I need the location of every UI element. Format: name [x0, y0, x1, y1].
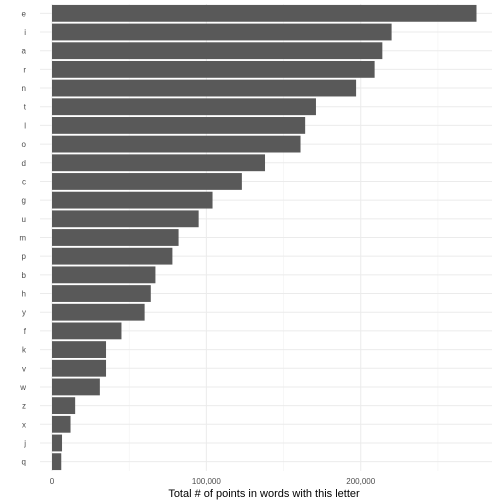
bar-h: [52, 285, 151, 302]
x-tick-label-0: 0: [50, 477, 55, 486]
y-tick-label-h: h: [22, 290, 26, 299]
y-tick-label-c: c: [22, 177, 26, 186]
bar-u: [52, 210, 199, 228]
bar-f: [52, 322, 122, 340]
y-tick-label-l: l: [24, 121, 26, 130]
x-axis-title: Total # of points in words with this let…: [168, 488, 360, 500]
bar-g: [52, 191, 213, 209]
bar-e: [52, 4, 477, 22]
x-tick-label-1: 100,000: [192, 477, 221, 486]
x-tick-label-2: 200,000: [346, 477, 375, 486]
bar-w: [52, 378, 100, 396]
bar-i: [52, 23, 392, 41]
y-tick-label-a: a: [22, 47, 27, 56]
bar-x: [52, 415, 71, 433]
y-tick-label-y: y: [22, 308, 26, 317]
bar-o: [52, 135, 301, 153]
y-tick-label-n: n: [22, 84, 26, 93]
y-tick-label-r: r: [23, 65, 26, 74]
bar-t: [52, 98, 316, 116]
bar-y: [52, 303, 145, 321]
y-tick-label-i: i: [24, 28, 26, 37]
bar-j: [52, 434, 63, 452]
x-tick-labels: 0 100,000 200,000: [50, 477, 376, 486]
y-tick-label-g: g: [22, 196, 26, 205]
y-tick-label-q: q: [22, 458, 26, 467]
y-tick-label-o: o: [22, 140, 27, 149]
bar-m: [52, 229, 179, 246]
y-tick-label-m: m: [19, 234, 26, 243]
y-tick-label-f: f: [24, 327, 27, 336]
bar-k: [52, 341, 107, 358]
y-tick-labels: e i ar n tl o dc g u mp b hy f kv w zx j q: [19, 9, 27, 466]
y-tick-label-k: k: [22, 346, 27, 355]
bar-v: [52, 359, 107, 377]
y-tick-label-d: d: [22, 159, 26, 168]
bar-l: [52, 117, 306, 134]
bar-c: [52, 173, 242, 190]
bar-r: [52, 60, 375, 78]
y-tick-label-x: x: [22, 420, 26, 429]
y-tick-label-b: b: [22, 271, 27, 280]
bar-a: [52, 42, 383, 60]
y-tick-label-z: z: [22, 402, 26, 411]
bars: [52, 4, 477, 471]
bar-b: [52, 266, 156, 284]
bar-d: [52, 154, 266, 172]
y-tick-label-u: u: [22, 215, 26, 224]
y-tick-label-t: t: [24, 103, 27, 112]
bar-q: [52, 453, 62, 471]
y-tick-label-p: p: [22, 252, 27, 261]
y-tick-label-e: e: [22, 9, 27, 18]
y-tick-label-w: w: [19, 383, 26, 392]
y-tick-label-v: v: [22, 364, 26, 373]
y-tick-label-j: j: [23, 439, 26, 448]
bar-z: [52, 397, 76, 415]
bar-n: [52, 79, 357, 97]
bar-p: [52, 247, 173, 265]
